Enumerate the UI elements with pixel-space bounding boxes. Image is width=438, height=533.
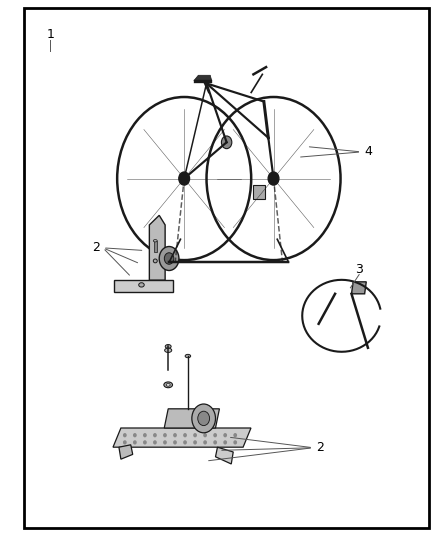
Circle shape — [204, 434, 206, 437]
Circle shape — [144, 434, 146, 437]
Polygon shape — [194, 75, 212, 80]
Circle shape — [174, 441, 176, 444]
Polygon shape — [114, 280, 173, 292]
Ellipse shape — [139, 282, 144, 287]
Circle shape — [224, 441, 226, 444]
Polygon shape — [164, 409, 219, 428]
Polygon shape — [215, 447, 233, 464]
Polygon shape — [149, 215, 165, 280]
Circle shape — [194, 434, 196, 437]
Text: 3: 3 — [355, 263, 363, 276]
Circle shape — [154, 434, 156, 437]
Circle shape — [268, 172, 279, 185]
Circle shape — [124, 434, 126, 437]
Polygon shape — [119, 445, 133, 459]
Circle shape — [224, 434, 226, 437]
Circle shape — [164, 434, 166, 437]
Polygon shape — [113, 428, 251, 447]
Ellipse shape — [153, 239, 157, 242]
Circle shape — [144, 441, 146, 444]
Circle shape — [234, 434, 237, 437]
Bar — [253, 185, 265, 199]
Ellipse shape — [166, 383, 170, 386]
Circle shape — [214, 441, 216, 444]
Ellipse shape — [185, 354, 191, 358]
Bar — [154, 241, 157, 252]
Circle shape — [194, 441, 196, 444]
Circle shape — [124, 441, 126, 444]
Circle shape — [184, 434, 186, 437]
Circle shape — [164, 441, 166, 444]
Ellipse shape — [164, 382, 173, 387]
Ellipse shape — [165, 348, 172, 352]
Circle shape — [174, 434, 176, 437]
Circle shape — [184, 441, 186, 444]
Circle shape — [134, 434, 136, 437]
Circle shape — [159, 246, 179, 271]
Text: 2: 2 — [92, 241, 100, 254]
Text: 1: 1 — [46, 28, 54, 41]
Circle shape — [234, 441, 237, 444]
Ellipse shape — [153, 259, 157, 263]
Circle shape — [221, 136, 232, 149]
Circle shape — [214, 434, 216, 437]
Circle shape — [164, 253, 174, 264]
Circle shape — [192, 404, 215, 433]
Circle shape — [204, 441, 206, 444]
Circle shape — [154, 441, 156, 444]
Circle shape — [134, 441, 136, 444]
Circle shape — [198, 411, 209, 425]
Text: 2: 2 — [316, 441, 324, 454]
Polygon shape — [351, 282, 366, 294]
Ellipse shape — [165, 344, 171, 349]
Text: 4: 4 — [364, 146, 372, 158]
Circle shape — [179, 172, 190, 185]
